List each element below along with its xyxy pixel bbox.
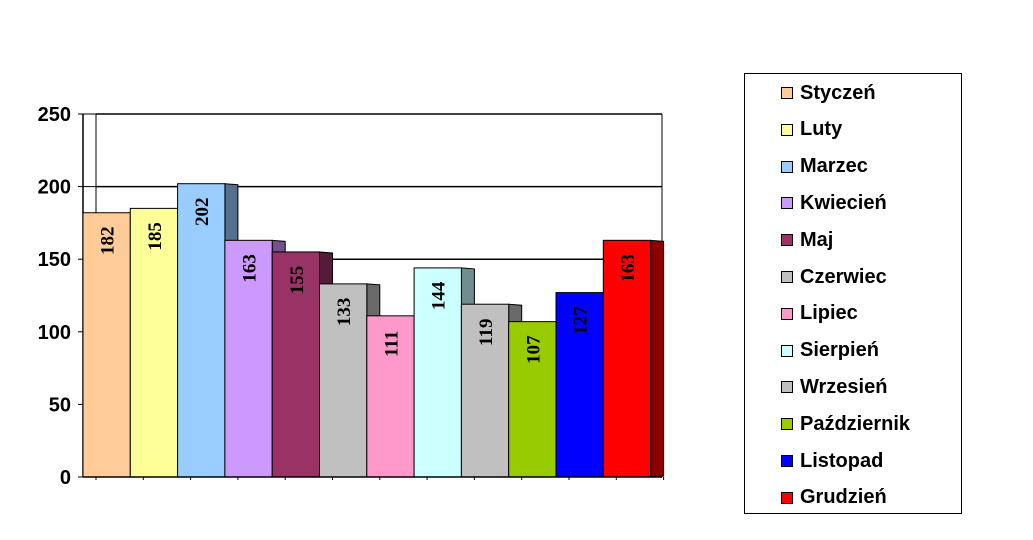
bar-Styczeń (82, 212, 131, 478)
legend-swatch (781, 455, 793, 467)
legend-item: Maj (781, 227, 833, 253)
bar-Kwiecień (224, 239, 273, 478)
legend-item: Wrzesień (781, 374, 887, 400)
legend-item: Styczeń (781, 80, 876, 106)
y-tick-label: 250 (38, 104, 71, 126)
bar-Lipiec (366, 315, 415, 478)
bar-Marzec (177, 183, 226, 478)
legend-swatch (781, 197, 793, 210)
data-label: 119 (476, 318, 497, 345)
bar-Czerwiec (319, 283, 368, 478)
legend-swatch (781, 491, 793, 504)
y-tick-label: 100 (38, 322, 71, 344)
legend-label: Kwiecień (800, 191, 887, 214)
data-label: 155 (287, 266, 308, 295)
y-tick-label: 150 (38, 249, 71, 271)
y-tick-label: 0 (60, 467, 71, 489)
legend-swatch (781, 160, 793, 173)
data-label: 163 (240, 254, 261, 282)
data-label: 182 (98, 226, 119, 255)
legend-swatch (781, 381, 793, 394)
data-label: 127 (571, 306, 592, 335)
legend-item: Listopad (781, 448, 883, 474)
legend-swatch (781, 307, 793, 320)
legend-swatch (781, 234, 793, 247)
bar-side-Grudzień (650, 239, 665, 478)
legend-swatch (781, 87, 793, 99)
legend-label: Lipiec (800, 302, 858, 325)
data-label: 163 (618, 254, 639, 283)
legend-item: Czerwiec (781, 264, 887, 290)
bar-Październik (508, 321, 557, 478)
data-label: 185 (145, 222, 166, 251)
legend-label: Luty (800, 118, 843, 141)
legend-item: Lipiec (781, 301, 858, 327)
legend-item: Grudzień (781, 485, 887, 511)
legend-swatch (781, 344, 793, 357)
data-label: 111 (381, 331, 402, 357)
legend-item: Luty (781, 117, 842, 143)
legend-item: Sierpień (781, 338, 879, 364)
bar-Luty (129, 207, 179, 478)
legend-label: Listopad (800, 449, 884, 472)
y-tick-label: 200 (38, 177, 71, 199)
legend-swatch (781, 418, 793, 431)
y-tick-label: 50 (49, 394, 71, 416)
legend-label: Grudzień (800, 486, 887, 509)
bar-Sierpień (413, 267, 462, 478)
bar-Grudzień (602, 239, 652, 478)
legend-label: Październik (800, 412, 911, 435)
legend-label: Maj (800, 228, 834, 251)
legend-label: Wrzesień (800, 375, 888, 398)
bar-Maj (271, 251, 321, 478)
data-label: 133 (334, 298, 355, 327)
bar-Listopad (555, 292, 604, 478)
data-label: 202 (192, 197, 213, 226)
chart-legend: Styczeń Luty Marzec Kwiecień Maj Czerwiec Lipi… (744, 73, 962, 514)
data-label: 144 (429, 281, 450, 310)
legend-swatch (781, 123, 793, 136)
legend-item: Marzec (781, 154, 868, 180)
data-label: 107 (523, 335, 544, 364)
legend-swatch (781, 271, 793, 283)
legend-label: Marzec (800, 155, 868, 178)
legend-label: Czerwiec (800, 265, 887, 288)
legend-label: Sierpień (800, 339, 879, 362)
legend-item: Kwiecień (781, 190, 887, 216)
legend-label: Styczeń (800, 81, 876, 104)
legend-item: Październik (781, 411, 910, 437)
